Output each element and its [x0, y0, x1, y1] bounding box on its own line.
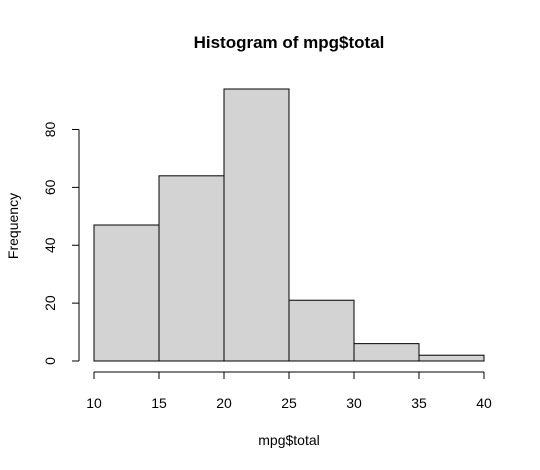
y-axis: 0 20 40 60 80 — [42, 122, 80, 365]
y-tick-label: 60 — [42, 179, 58, 195]
histogram-bar-1 — [93, 224, 160, 362]
histogram-bar-5 — [353, 343, 420, 362]
histogram-bar-2 — [158, 175, 225, 362]
x-tick-label: 30 — [346, 395, 362, 411]
bars-group — [93, 88, 485, 362]
x-tick-label: 40 — [476, 395, 492, 411]
y-tick-label: 20 — [42, 295, 58, 311]
x-axis: 10 15 20 25 30 35 40 — [86, 371, 492, 411]
x-tick-label: 35 — [411, 395, 427, 411]
histogram-bar-6 — [418, 354, 485, 362]
histogram-bar-4 — [288, 299, 355, 362]
y-tick-label: 80 — [42, 122, 58, 138]
y-tick-label: 40 — [42, 237, 58, 253]
y-tick-label: 0 — [42, 357, 58, 365]
x-axis-label: mpg$total — [258, 432, 319, 448]
y-axis-label: Frequency — [5, 193, 21, 259]
x-tick-label: 15 — [151, 395, 167, 411]
x-tick-label: 10 — [86, 395, 102, 411]
chart-title: Histogram of mpg$total — [194, 33, 385, 52]
x-tick-label: 25 — [281, 395, 297, 411]
x-tick-label: 20 — [216, 395, 232, 411]
histogram-bar-3 — [223, 88, 290, 362]
